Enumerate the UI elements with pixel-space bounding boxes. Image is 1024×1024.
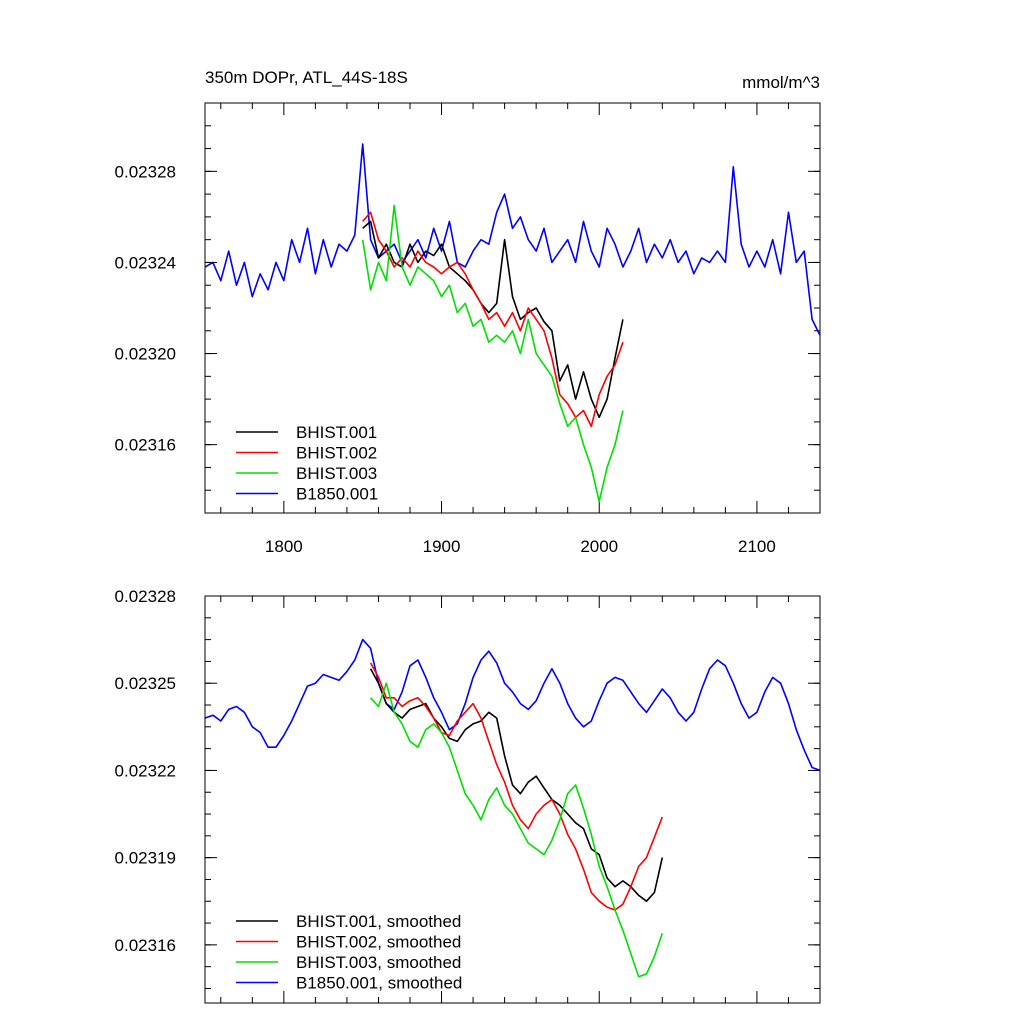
y-tick-label: 0.02320 [115,345,176,364]
top-panel: 0.02316 0.02320 0.02324 0.02328 1800 1900 2000… [115,68,821,556]
legend-label: BHIST.001, smoothed [296,912,461,931]
y-tick-label: 0.02324 [115,253,176,272]
y-tick-label: 0.02325 [115,674,176,693]
y-tick-label: 0.02328 [115,587,176,606]
series-line-bhist-001-smoothed [369,668,664,903]
series-line-bhist-002 [362,211,624,428]
units-label: mmol/m^3 [742,73,820,92]
series-line-b1850-001-smoothed [205,638,820,772]
x-tick-label: 2100 [738,537,776,556]
y-tick-label: 0.02316 [115,436,176,455]
legend-label: BHIST.003 [296,464,377,483]
series-line-bhist-002-smoothed [369,662,664,911]
x-tick-label: 2000 [580,537,618,556]
legend-label: BHIST.002 [296,444,377,463]
series-line-bhist-003-smoothed [370,682,664,978]
legend-label: BHIST.002, smoothed [296,933,461,952]
y-tick-label: 0.02319 [115,849,176,868]
series-line-bhist-001 [362,220,624,419]
y-tick-label: 0.02328 [115,162,176,181]
legend-label: B1850.001 [296,485,378,504]
x-tick-label: 1800 [265,537,303,556]
bottom-panel: 0.02316 0.02319 0.02322 0.02325 0.02328 BHIST… [115,587,821,1004]
legend-label: B1850.001, smoothed [296,974,462,993]
x-tick-label: 1900 [423,537,461,556]
chart-title: 350m DOPr, ATL_44S-18S [205,68,408,87]
y-tick-label: 0.02322 [115,761,176,780]
plot-frame [204,595,821,1004]
legend-label: BHIST.001 [296,423,377,442]
y-tick-label: 0.02316 [115,936,176,955]
series-line-bhist-003 [361,204,624,503]
legend-label: BHIST.003, smoothed [296,953,461,972]
series-line-b1850-001 [205,143,820,336]
